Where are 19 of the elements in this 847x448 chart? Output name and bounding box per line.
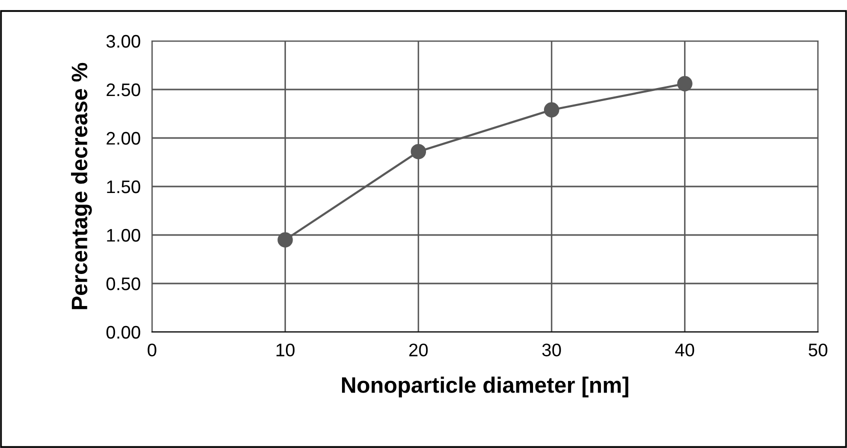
x-tick-label: 50 [808, 344, 828, 356]
point [410, 144, 426, 160]
x-tick-label: 10 [276, 344, 295, 356]
x-tick-label: 0 [148, 344, 156, 356]
point [677, 76, 692, 92]
x-tick-label: 30 [542, 344, 561, 356]
y-axis-title: Percentage decrease % [71, 62, 92, 310]
x-tick-label: 20 [409, 344, 428, 356]
y-tick-label: 3.00 [106, 34, 140, 48]
y-tick-label: 0.50 [106, 277, 140, 290]
x-axis-title: Nonoparticle diameter [nm] [342, 376, 628, 398]
y-tick-label: 2.50 [106, 83, 140, 96]
y-tick-label: 0.00 [106, 326, 140, 339]
point [544, 102, 560, 118]
y-tick-label: 1.00 [107, 228, 140, 242]
y-tick-label: 1.50 [107, 180, 140, 194]
y-tick-label: 2.00 [106, 132, 140, 145]
x-tick-label: 40 [675, 344, 694, 356]
point [278, 232, 293, 248]
